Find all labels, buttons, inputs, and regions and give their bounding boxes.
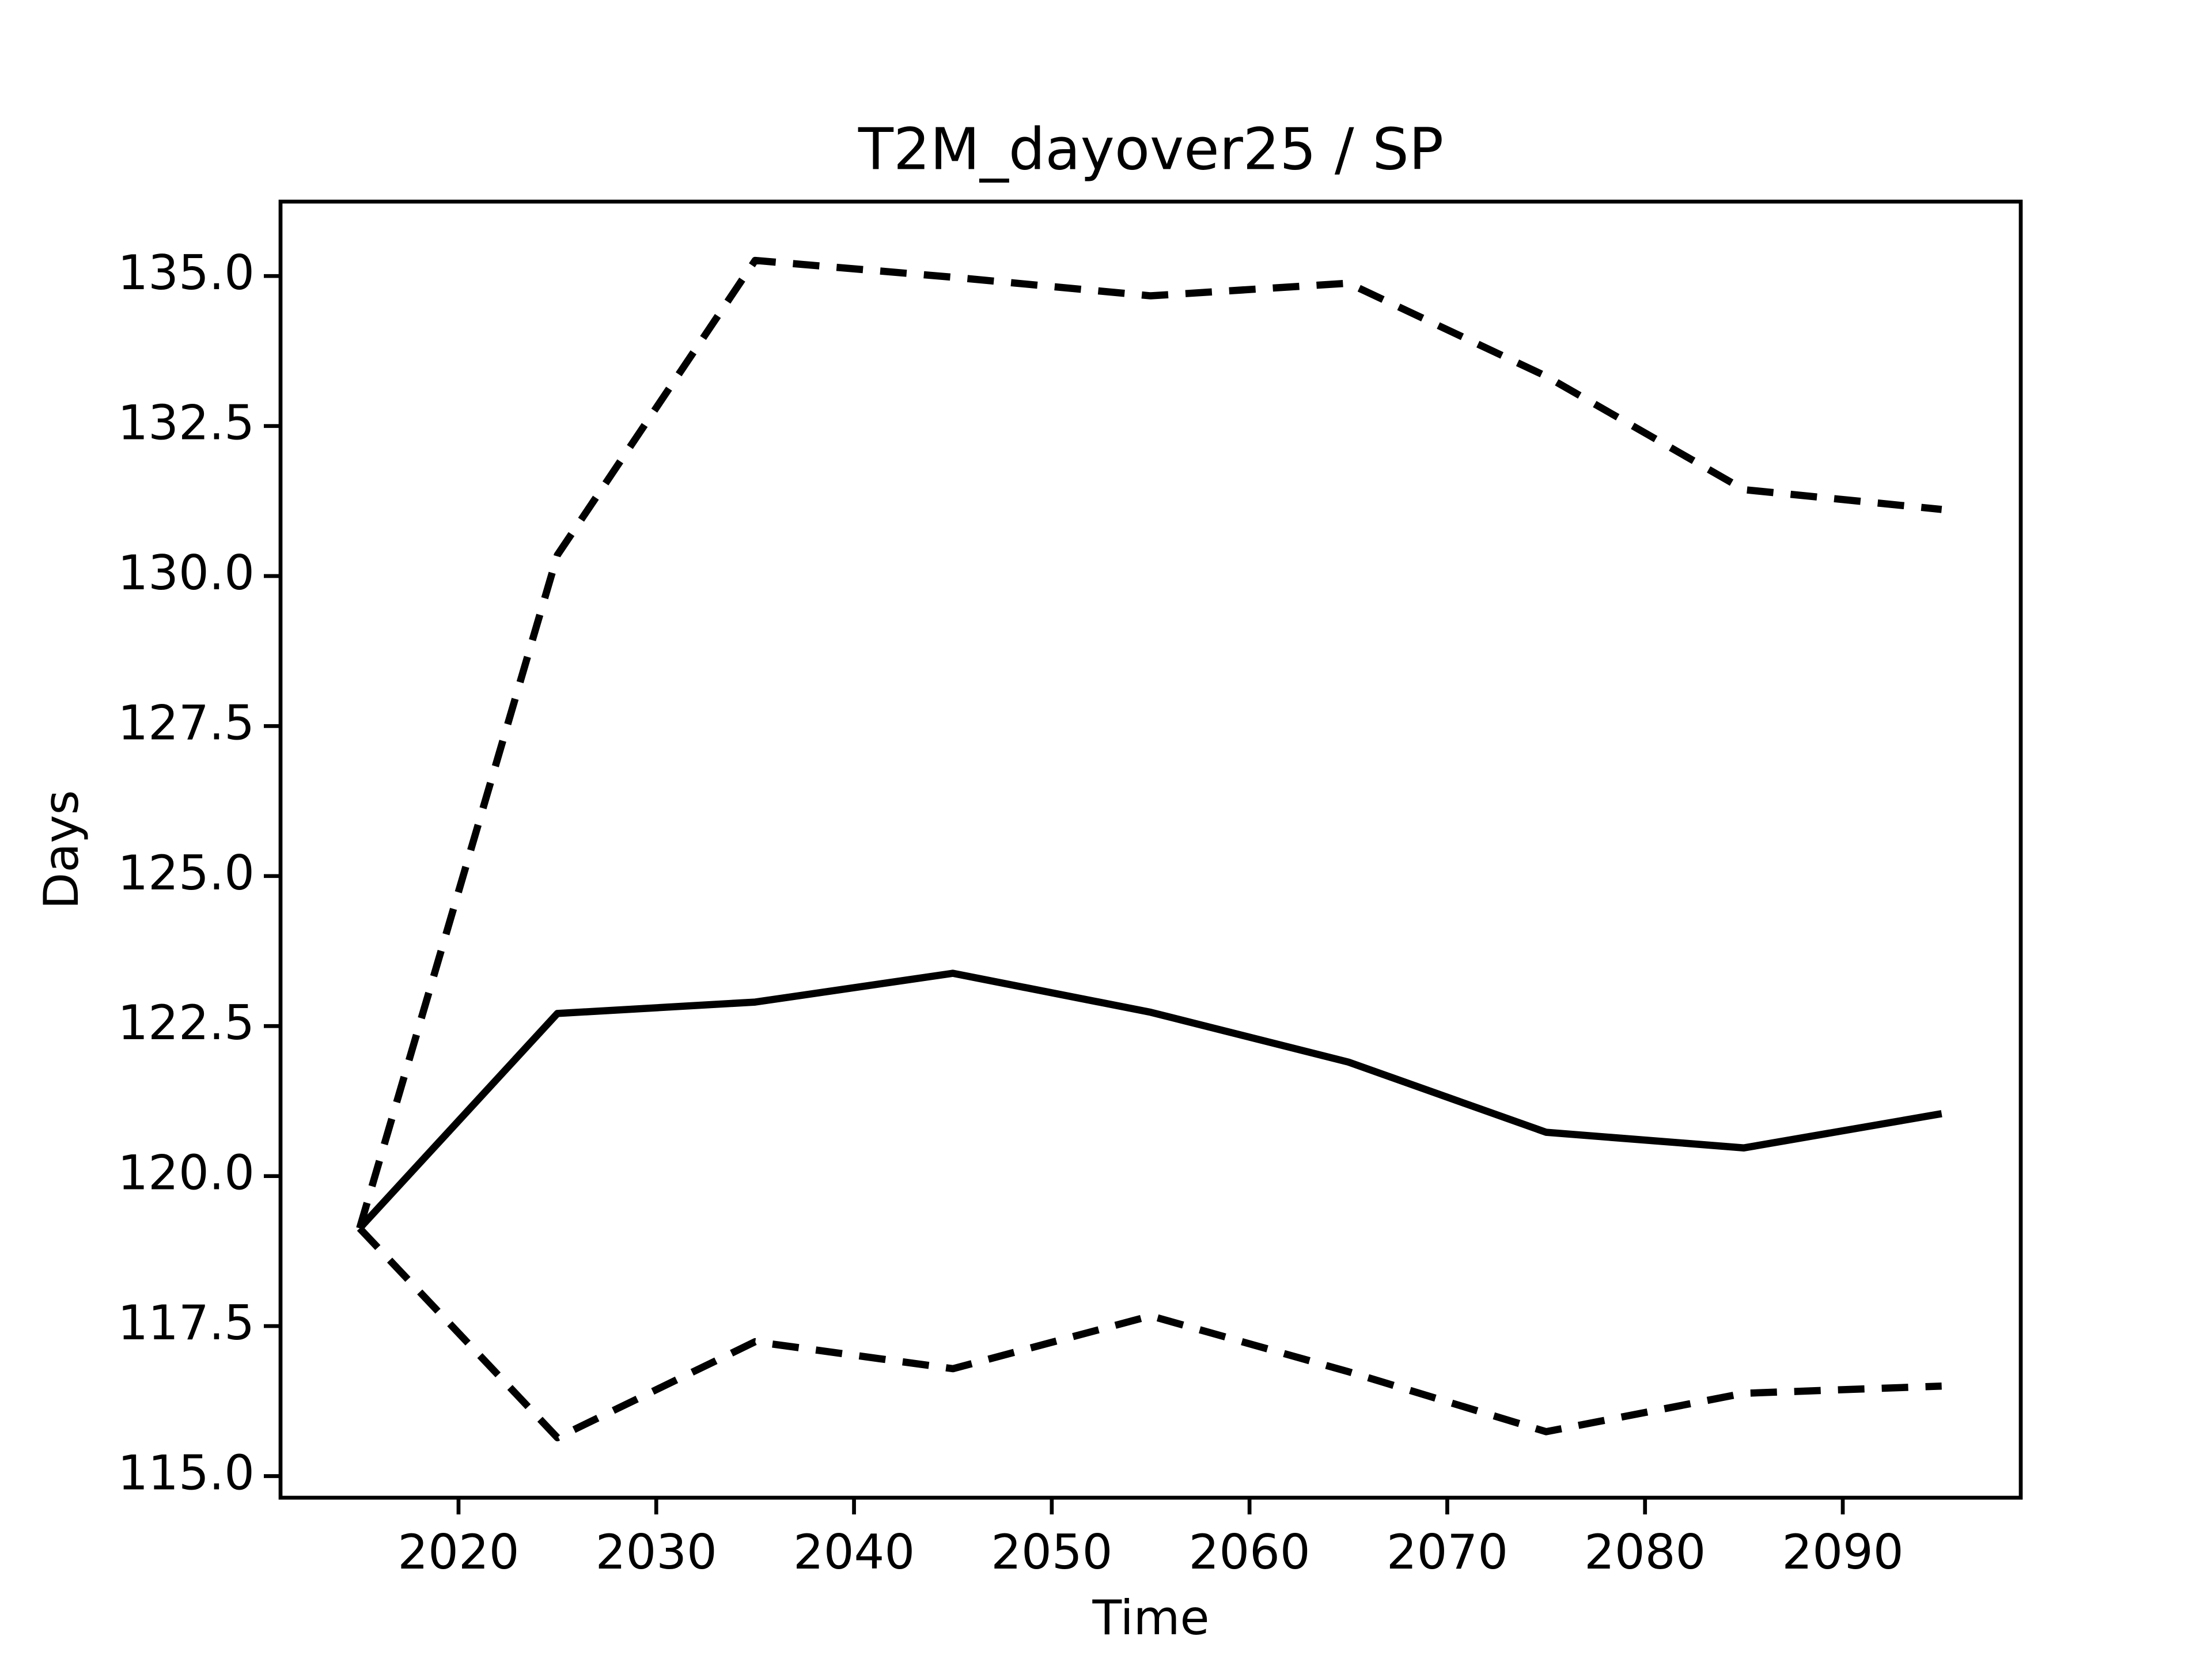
y-tick-label: 122.5 [118,995,255,1051]
y-tick-label: 135.0 [118,245,255,301]
x-tick-label: 2020 [397,1524,519,1580]
series-line [357,969,1942,1231]
x-tick-label: 2060 [1189,1524,1310,1580]
y-tick-label: 132.5 [118,395,255,451]
y-tick-label: 117.5 [118,1295,255,1351]
x-axis-label: Time [1092,1590,1209,1646]
plot-frame [278,199,2023,1500]
y-tick-label: 115.0 [118,1445,255,1501]
x-tick-label: 2090 [1782,1524,1903,1580]
y-tick-label: 130.0 [118,545,255,601]
chart-title: T2M_dayover25 / SP [858,115,1444,183]
y-tick-label: 125.0 [118,845,255,901]
y-tick-label: 120.0 [118,1145,255,1201]
series-line [357,1225,1942,1442]
x-tick-label: 2070 [1387,1524,1508,1580]
x-tick-label: 2080 [1584,1524,1706,1580]
x-tick-label: 2040 [793,1524,915,1580]
y-axis-label: Days [33,790,89,909]
series-line [356,256,1942,1230]
y-tick-label: 127.5 [118,695,255,751]
x-tick-label: 2050 [991,1524,1112,1580]
x-tick-label: 2030 [596,1524,717,1580]
